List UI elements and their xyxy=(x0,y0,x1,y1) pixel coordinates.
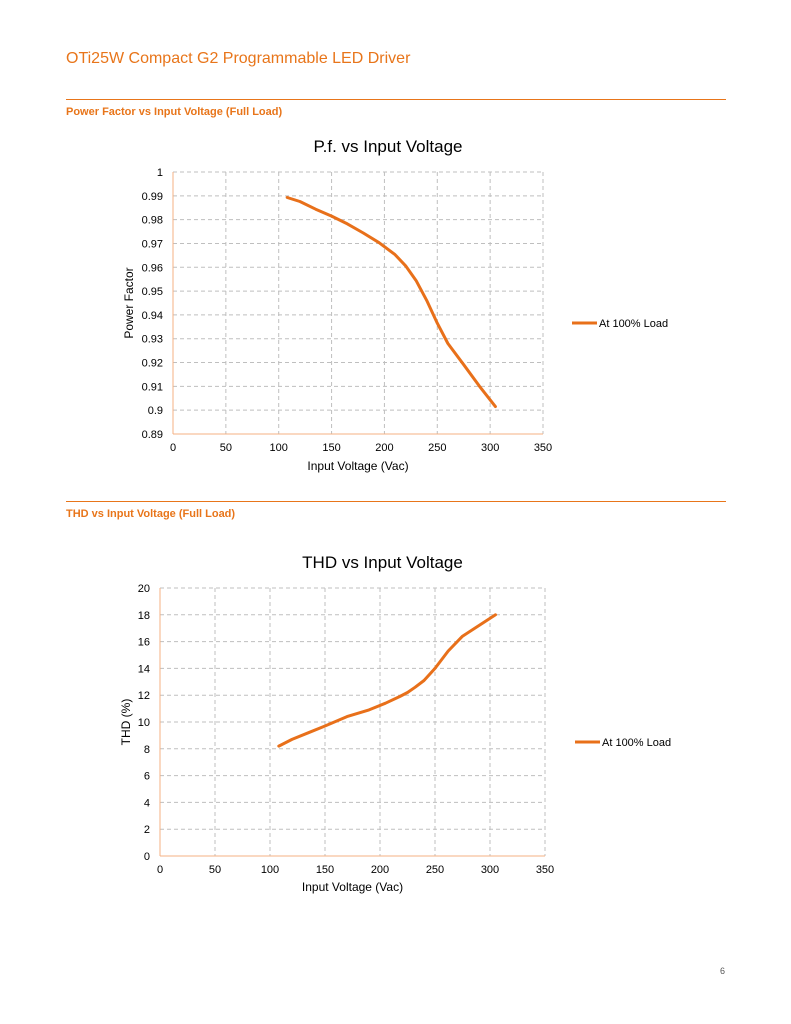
x-tick-label: 50 xyxy=(209,864,221,876)
y-tick-label: 0.96 xyxy=(142,262,163,274)
section-title-thd: THD vs Input Voltage (Full Load) xyxy=(66,508,236,520)
x-tick-label: 0 xyxy=(157,864,163,876)
x-tick-label: 200 xyxy=(371,864,389,876)
chart-title: THD vs Input Voltage xyxy=(302,553,463,572)
y-tick-label: 0.99 xyxy=(142,191,163,203)
x-tick-label: 300 xyxy=(481,442,499,454)
series-line-0 xyxy=(277,613,497,748)
y-tick-label: 8 xyxy=(144,744,150,756)
x-tick-label: 100 xyxy=(270,442,288,454)
y-tick-label: 0 xyxy=(144,851,150,863)
title-rule xyxy=(66,99,726,100)
y-tick-label: 10 xyxy=(138,717,150,729)
x-tick-label: 350 xyxy=(536,864,554,876)
x-axis-label: Input Voltage (Vac) xyxy=(307,459,408,473)
y-tick-label: 0.9 xyxy=(148,405,163,417)
y-tick-label: 0.92 xyxy=(142,358,163,370)
series-line-0 xyxy=(285,196,497,409)
y-tick-label: 0.93 xyxy=(142,334,163,346)
x-tick-label: 350 xyxy=(534,442,552,454)
y-tick-label: 0.98 xyxy=(142,215,163,227)
legend-label: At 100% Load xyxy=(599,318,668,330)
x-tick-label: 300 xyxy=(481,864,499,876)
y-tick-label: 16 xyxy=(138,637,150,649)
y-tick-label: 14 xyxy=(138,663,150,675)
y-tick-label: 6 xyxy=(144,771,150,783)
section-title-power-factor: Power Factor vs Input Voltage (Full Load… xyxy=(66,106,283,118)
power-factor-chart-svg: P.f. vs Input Voltage 0.89 0.9 0.91 0.92 0.93… xyxy=(122,137,668,473)
x-tick-label: 200 xyxy=(375,442,393,454)
x-tick-label: 150 xyxy=(316,864,334,876)
y-tick-label: 20 xyxy=(138,583,150,595)
x-tick-label: 100 xyxy=(261,864,279,876)
y-tick-label: 0.97 xyxy=(142,238,163,250)
x-tick-label: 250 xyxy=(428,442,446,454)
legend-label: At 100% Load xyxy=(602,737,671,749)
section-rule xyxy=(66,501,726,502)
page-number: 6 xyxy=(719,966,725,976)
power-factor-chart: P.f. vs Input Voltage 0.89 0.9 0.91 0.92 0.93… xyxy=(0,120,791,490)
thd-chart: THD vs Input Voltage 0 2 4 6 8 10 12 14 16 18 20 0 50… xyxy=(0,525,791,925)
document-title: OTi25W Compact G2 Programmable LED Drive… xyxy=(66,50,411,67)
x-tick-label: 250 xyxy=(426,864,444,876)
y-tick-label: 0.91 xyxy=(142,381,163,393)
y-tick-label: 2 xyxy=(144,824,150,836)
y-tick-label: 0.95 xyxy=(142,286,163,298)
y-tick-label: 4 xyxy=(144,797,150,809)
y-tick-label: 1 xyxy=(157,167,163,179)
y-tick-label: 0.94 xyxy=(142,310,163,322)
y-axis-label: Power Factor xyxy=(122,267,136,338)
y-tick-label: 18 xyxy=(138,610,150,622)
x-tick-label: 50 xyxy=(220,442,232,454)
x-tick-label: 0 xyxy=(170,442,176,454)
y-tick-label: 0.89 xyxy=(142,429,163,441)
x-tick-label: 150 xyxy=(322,442,340,454)
y-axis-label: THD (%) xyxy=(119,699,133,746)
chart-title: P.f. vs Input Voltage xyxy=(313,137,462,156)
y-tick-label: 12 xyxy=(138,690,150,702)
x-axis-label: Input Voltage (Vac) xyxy=(302,880,403,894)
